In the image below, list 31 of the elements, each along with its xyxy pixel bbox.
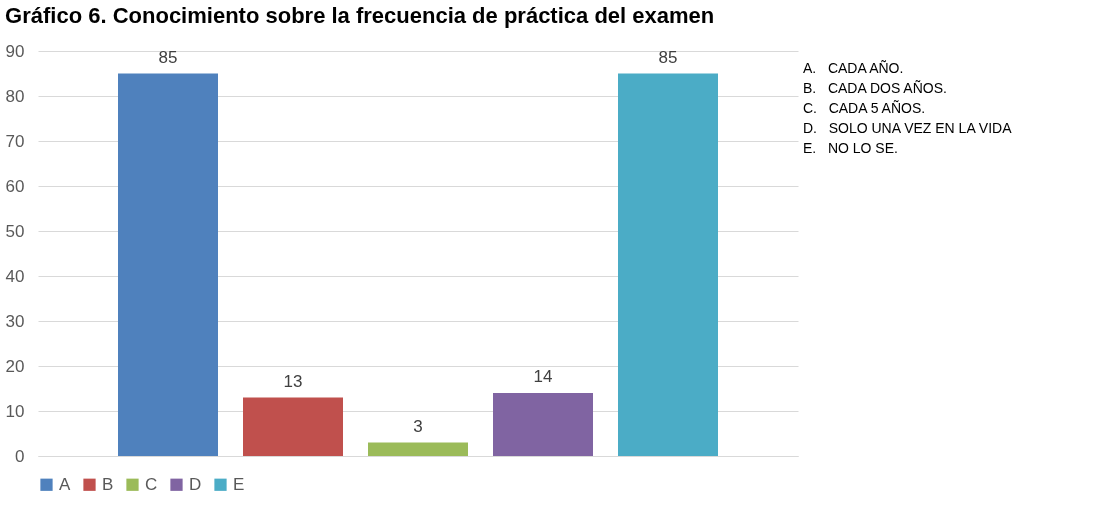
data-label: 3 (413, 416, 423, 436)
text: D. SOLO UNA VEZ EN LA VIDA (803, 119, 1012, 138)
y-tick-label: 20 (5, 356, 25, 376)
data-label: 13 (283, 371, 303, 391)
legend-label: C (145, 474, 158, 494)
text: C. CADA 5 AÑOS. (803, 99, 927, 118)
legend-label: E (233, 474, 245, 494)
bar (368, 442, 468, 456)
y-tick-label: 60 (5, 176, 25, 196)
y-tick-label: 80 (5, 86, 25, 106)
chart-title: Gráfico 6. Conocimiento sobre la frecuencia de práctica del examen (5, 3, 715, 28)
text: E. NO LO SE. (803, 139, 899, 158)
bar (243, 397, 343, 456)
y-tick-label: 70 (5, 131, 25, 151)
y-tick-label: 0 (15, 446, 25, 466)
bar (618, 73, 718, 456)
legend-label: A (59, 474, 71, 494)
text: A. CADA AÑO. (803, 59, 905, 78)
y-tick-label: 90 (5, 41, 25, 61)
text: B. CADA DOS AÑOS. (803, 79, 948, 98)
bar (493, 393, 593, 456)
legend-label: B (102, 474, 114, 494)
y-tick-label: 40 (5, 266, 25, 286)
y-tick-label: 10 (5, 401, 25, 421)
data-label: 85 (158, 47, 178, 67)
y-tick-label: 30 (5, 311, 25, 331)
legend-label: D (189, 474, 202, 494)
bar (118, 73, 218, 456)
y-tick-label: 50 (5, 221, 25, 241)
data-label: 14 (533, 367, 553, 386)
data-label: 85 (658, 47, 678, 67)
